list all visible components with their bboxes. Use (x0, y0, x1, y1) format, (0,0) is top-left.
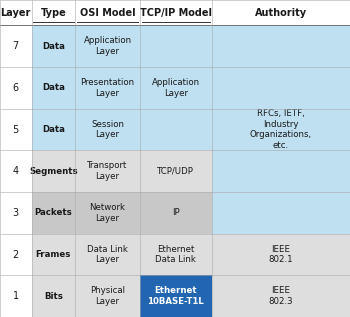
Text: 4: 4 (13, 166, 19, 176)
Bar (75, 275, 140, 317)
Bar (140, 234, 212, 275)
Bar (75, 0, 140, 25)
Bar (75, 234, 140, 275)
Bar (0, 0, 32, 25)
Bar (0, 109, 32, 150)
Text: Bits: Bits (44, 292, 63, 301)
Text: Session
Layer: Session Layer (91, 120, 124, 139)
Bar (32, 150, 75, 192)
Bar (140, 150, 212, 192)
Text: Ethernet
Data Link: Ethernet Data Link (155, 245, 196, 264)
Text: Physical
Layer: Physical Layer (90, 286, 125, 306)
Text: Application
Layer: Application Layer (152, 78, 200, 98)
Text: 6: 6 (13, 83, 19, 93)
Bar (75, 67, 140, 109)
Text: Data: Data (42, 42, 65, 51)
Text: Packets: Packets (35, 208, 72, 217)
Text: 1: 1 (13, 291, 19, 301)
Bar (140, 275, 212, 317)
Bar (0, 192, 32, 234)
Bar (32, 275, 75, 317)
Bar (0, 25, 32, 67)
Bar (140, 25, 212, 150)
Text: Segments: Segments (29, 167, 78, 176)
Bar (32, 109, 75, 150)
Bar (0, 275, 32, 317)
Text: IEEE
802.1: IEEE 802.1 (268, 245, 293, 264)
Bar (75, 109, 140, 150)
Text: Data Link
Layer: Data Link Layer (87, 245, 128, 264)
Bar (32, 25, 75, 67)
Bar (212, 234, 350, 275)
Text: Data: Data (42, 125, 65, 134)
Text: Data: Data (42, 83, 65, 92)
Text: Network
Layer: Network Layer (90, 203, 126, 223)
Text: 2: 2 (13, 249, 19, 260)
Text: OSI Model: OSI Model (80, 8, 135, 18)
Bar (75, 192, 140, 234)
Text: Type: Type (41, 8, 66, 18)
Text: 5: 5 (13, 125, 19, 134)
Bar (75, 25, 140, 67)
Text: Authority: Authority (255, 8, 307, 18)
Text: Layer: Layer (1, 8, 31, 18)
Bar (32, 192, 75, 234)
Bar (0, 234, 32, 275)
Bar (212, 275, 350, 317)
Bar (32, 234, 75, 275)
Text: RFCs, IETF,
Industry
Organizations,
etc.: RFCs, IETF, Industry Organizations, etc. (250, 109, 312, 150)
Text: 3: 3 (13, 208, 19, 218)
Text: 7: 7 (13, 41, 19, 51)
Bar (140, 0, 212, 25)
Bar (75, 150, 140, 192)
Text: IP: IP (172, 208, 180, 217)
Bar (212, 25, 350, 234)
Bar (0, 150, 32, 192)
Text: IEEE
802.3: IEEE 802.3 (268, 286, 293, 306)
Bar (32, 67, 75, 109)
Text: Application
Layer: Application Layer (84, 36, 132, 56)
Bar (212, 0, 350, 25)
Bar (0, 67, 32, 109)
Text: TCP/IP Model: TCP/IP Model (140, 8, 212, 18)
Text: Presentation
Layer: Presentation Layer (80, 78, 135, 98)
Bar (140, 192, 212, 234)
Text: TCP/UDP: TCP/UDP (158, 167, 194, 176)
Text: Frames: Frames (36, 250, 71, 259)
Text: Ethernet
10BASE-T1L: Ethernet 10BASE-T1L (147, 286, 204, 306)
Text: Transport
Layer: Transport Layer (88, 161, 128, 181)
Bar (32, 0, 75, 25)
